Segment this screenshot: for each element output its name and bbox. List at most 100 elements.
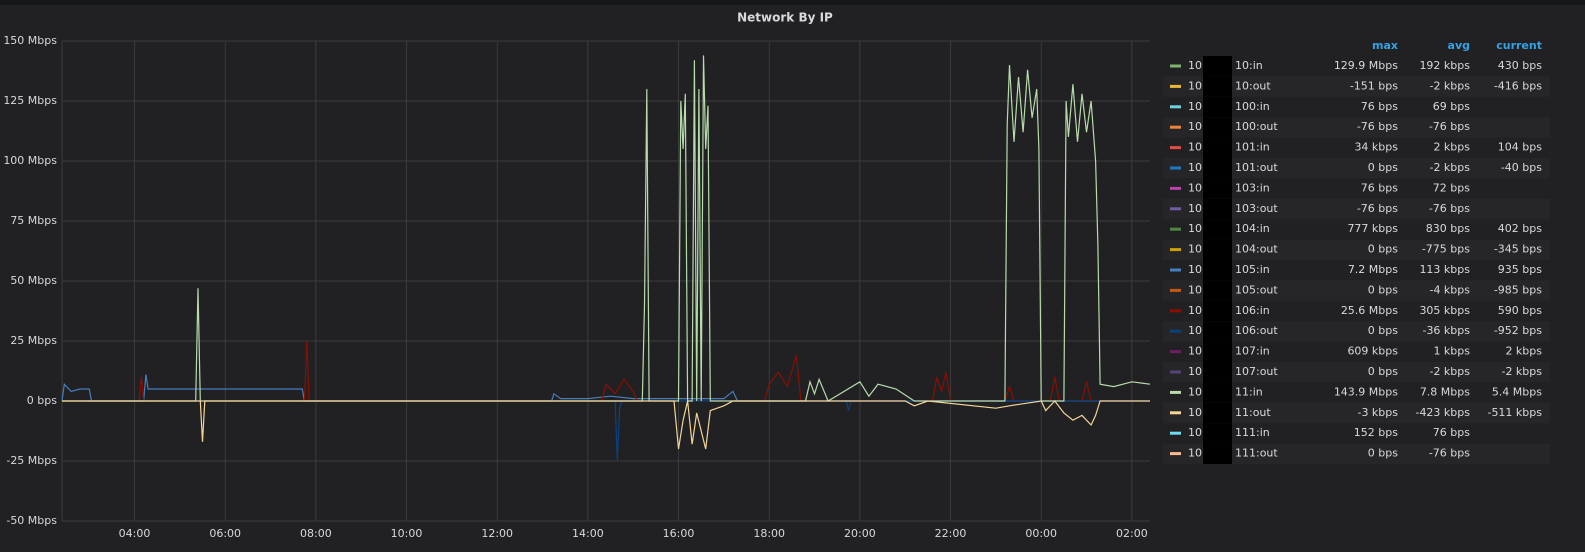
legend: max avg current 10 10:in 129.9 Mbps 192 kbps 43…	[1163, 39, 1550, 464]
legend-name: 104:in	[1235, 222, 1270, 235]
y-tick-label: 25 Mbps	[10, 334, 57, 347]
legend-column-header: max	[1372, 39, 1398, 52]
legend-stat: -151 bps	[1350, 79, 1398, 92]
legend-row-background	[1163, 280, 1550, 301]
legend-swatch	[1170, 309, 1181, 313]
legend-name-prefix: 10	[1188, 243, 1202, 256]
legend-stat: 935 bps	[1498, 263, 1542, 276]
legend-stat: 25.6 Mbps	[1341, 304, 1398, 317]
legend-name: 103:in	[1235, 181, 1270, 194]
legend-name: 106:in	[1235, 304, 1270, 317]
redaction	[1203, 402, 1232, 424]
series-line	[61, 374, 1150, 402]
legend-name: 111:out	[1235, 447, 1278, 460]
y-tick-label: 100 Mbps	[3, 154, 57, 167]
legend-stat: 7.8 Mbps	[1420, 385, 1470, 398]
legend-stat: 192 kbps	[1419, 59, 1470, 72]
legend-stat: 34 kbps	[1354, 141, 1398, 154]
legend-stat: -76 bps	[1429, 447, 1470, 460]
legend-swatch	[1170, 390, 1181, 394]
legend-swatch	[1170, 288, 1181, 292]
legend-swatch	[1170, 452, 1181, 456]
legend-swatch	[1170, 105, 1181, 109]
legend-stat: 777 kbps	[1347, 222, 1398, 235]
legend-name-prefix: 10	[1188, 304, 1202, 317]
x-tick-label: 10:00	[391, 527, 423, 540]
redaction	[1203, 96, 1232, 118]
legend-name: 107:in	[1235, 345, 1270, 358]
legend-stat: 113 kbps	[1419, 263, 1470, 276]
legend-stat: -4 kbps	[1429, 283, 1470, 296]
legend-stat: -76 bps	[1429, 120, 1470, 133]
chart-title: Network By IP	[737, 11, 833, 25]
legend-stat: -511 kbps	[1487, 406, 1542, 419]
legend-name: 103:out	[1235, 202, 1278, 215]
legend-swatch	[1170, 207, 1181, 211]
legend-name-prefix: 10	[1188, 79, 1202, 92]
legend-name: 105:out	[1235, 283, 1278, 296]
legend-row-background	[1163, 362, 1550, 383]
legend-stat: 0 bps	[1368, 283, 1398, 296]
legend-name-prefix: 10	[1188, 447, 1202, 460]
legend-stat: 0 bps	[1368, 447, 1398, 460]
legend-name: 107:out	[1235, 365, 1278, 378]
legend-row-background	[1163, 117, 1550, 138]
legend-name-prefix: 10	[1188, 426, 1202, 439]
legend-stat: 1 kbps	[1433, 345, 1470, 358]
legend-stat: 402 bps	[1498, 222, 1542, 235]
legend-name: 100:out	[1235, 120, 1278, 133]
legend-name: 105:in	[1235, 263, 1270, 276]
legend-name-prefix: 10	[1188, 222, 1202, 235]
legend-stat: 0 bps	[1368, 365, 1398, 378]
legend-stat: 590 bps	[1498, 304, 1542, 317]
x-tick-label: 14:00	[572, 527, 604, 540]
lines	[61, 55, 1151, 462]
legend-swatch	[1170, 268, 1181, 272]
legend-column-header: current	[1496, 39, 1542, 52]
redaction	[1203, 280, 1232, 301]
legend-stat: 305 kbps	[1419, 304, 1470, 317]
legend-row-background	[1163, 198, 1550, 220]
legend-swatch	[1170, 329, 1181, 333]
legend-swatch	[1170, 84, 1181, 88]
redaction	[1203, 198, 1232, 220]
legend-stat: -2 kbps	[1501, 365, 1542, 378]
legend-name: 11:in	[1235, 385, 1263, 398]
x-tick-label: 00:00	[1025, 527, 1057, 540]
legend-stat: -76 bps	[1357, 120, 1398, 133]
legend-name-prefix: 10	[1188, 263, 1202, 276]
redaction	[1203, 76, 1232, 97]
legend-name-prefix: 10	[1188, 365, 1202, 378]
redaction	[1203, 137, 1232, 158]
x-tick-label: 02:00	[1116, 527, 1148, 540]
legend-stat: 609 kbps	[1347, 345, 1398, 358]
legend-stat: 5.4 Mbps	[1492, 385, 1542, 398]
legend-stat: -3 kbps	[1357, 406, 1398, 419]
redaction	[1203, 158, 1232, 179]
legend-name-prefix: 10	[1188, 100, 1202, 113]
legend-stat: -423 kbps	[1415, 406, 1470, 419]
legend-name: 11:out	[1235, 406, 1271, 419]
legend-swatch	[1170, 146, 1181, 150]
redaction	[1203, 382, 1232, 403]
legend-stat: 129.9 Mbps	[1334, 59, 1398, 72]
legend-stat: 69 bps	[1433, 100, 1470, 113]
legend-stat: 0 bps	[1368, 243, 1398, 256]
redaction	[1203, 117, 1232, 138]
legend-column-header: avg	[1448, 39, 1470, 52]
legend-name-prefix: 10	[1188, 59, 1202, 72]
legend-stat: -76 bps	[1429, 202, 1470, 215]
legend-name: 10:out	[1235, 79, 1271, 92]
redaction	[1203, 56, 1232, 77]
x-tick-label: 08:00	[300, 527, 332, 540]
legend-row-background	[1163, 321, 1550, 342]
y-tick-label: 150 Mbps	[3, 34, 57, 47]
series-line	[62, 400, 1150, 450]
x-tick-label: 12:00	[481, 527, 513, 540]
legend-stat: 72 bps	[1433, 181, 1470, 194]
legend-name: 104:out	[1235, 243, 1278, 256]
x-tick-label: 06:00	[209, 527, 241, 540]
legend-name-prefix: 10	[1188, 141, 1202, 154]
